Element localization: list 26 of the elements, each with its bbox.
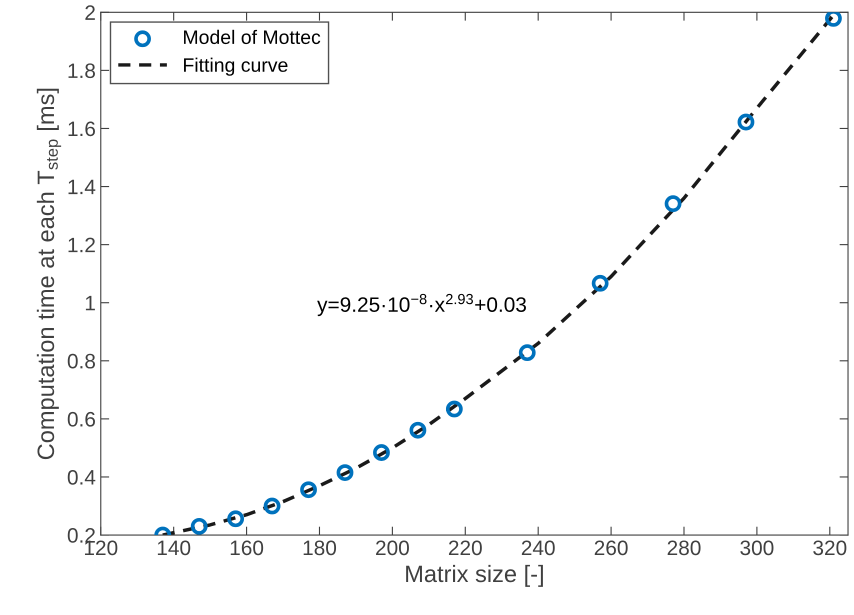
y-axis-title: Computation time at each T$_{step}$ [ms] <box>36 88 62 460</box>
annotation: y=9.25·10$^{−8}$·x$^{2.93}$+0.03 <box>317 294 526 316</box>
y-tick-label: 1.4 <box>68 180 96 194</box>
y-tick-label: 0.8 <box>68 354 96 369</box>
y-tick-label: 0.6 <box>68 412 95 427</box>
x-tick-label: 220 <box>448 540 482 556</box>
legend-label: Fitting curve <box>184 58 288 76</box>
x-tick-label: 200 <box>376 540 409 556</box>
x-tick-label: 240 <box>522 540 555 556</box>
y-tick-label: 1.6 <box>68 121 95 136</box>
y-tick-label: 1.2 <box>68 238 95 252</box>
legend-label: Model of Mottec <box>184 30 320 44</box>
x-axis-title: Matrix size [-] <box>406 564 543 587</box>
y-tick-label: 1 <box>86 296 95 310</box>
x-tick-label: 320 <box>813 540 846 556</box>
x-tick-label: 300 <box>740 540 774 556</box>
y-tick-label: 0.2 <box>68 528 95 543</box>
y-tick-label: 0.4 <box>68 470 96 485</box>
x-tick-label: 140 <box>158 540 190 556</box>
x-tick-label: 180 <box>304 540 336 556</box>
x-tick-label: 120 <box>84 540 118 556</box>
x-tick-label: 260 <box>594 540 628 556</box>
x-tick-label: 280 <box>668 540 701 556</box>
y-tick-label: 1.8 <box>68 63 96 78</box>
x-tick-label: 160 <box>230 540 264 556</box>
y-tick-label: 2 <box>85 5 95 20</box>
